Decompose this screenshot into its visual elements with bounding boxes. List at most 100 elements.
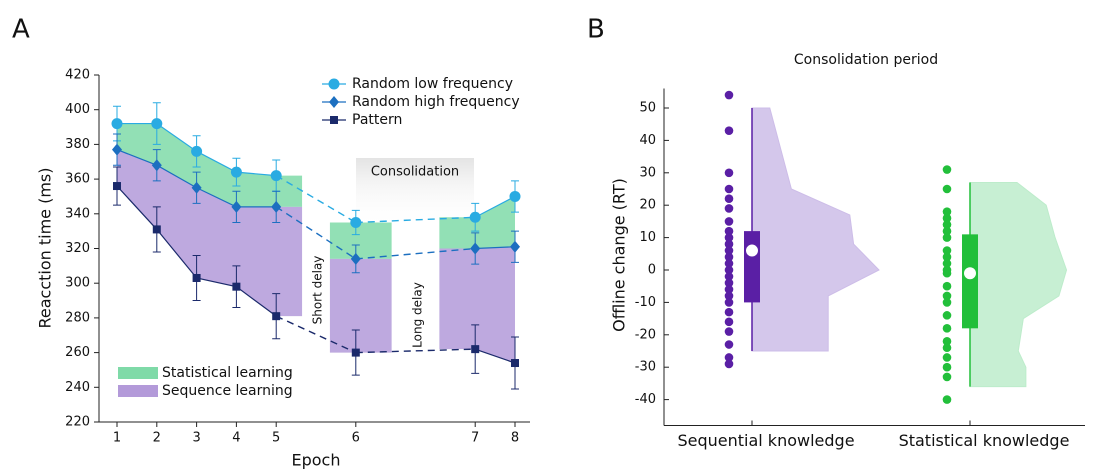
marker: [470, 242, 481, 255]
data-point: [942, 324, 952, 333]
marker: [510, 240, 520, 253]
data-point: [942, 395, 952, 404]
y-tick-label: -10: [635, 295, 656, 310]
line: [475, 246, 516, 250]
data-point: [942, 246, 952, 255]
y-tick-label: 340: [65, 206, 90, 221]
data-point: [724, 126, 734, 135]
data-point: [724, 285, 734, 294]
data-point: [942, 362, 952, 372]
legend-marker: [330, 116, 338, 124]
data-point: [942, 372, 952, 382]
data-point: [942, 336, 952, 346]
dashed-connector: [355, 348, 476, 354]
dashed-connector: [275, 175, 357, 224]
data-point: [724, 307, 734, 317]
data-point: [724, 278, 734, 288]
y-axis-label: Offline change (RT): [610, 178, 629, 332]
y-tick-label: 50: [639, 101, 656, 116]
data-point: [724, 327, 734, 336]
data-point: [942, 252, 952, 262]
annotation: Short delay: [311, 256, 325, 325]
data-point: [724, 259, 734, 268]
data-point: [724, 90, 734, 100]
data-point: [724, 252, 734, 262]
area: [117, 149, 303, 317]
data-point: [942, 207, 952, 216]
y-tick-label: 30: [639, 165, 656, 180]
dashed-connector: [275, 206, 357, 260]
data-point: [942, 184, 952, 194]
x-tick-label: 5: [272, 431, 280, 446]
density-cloud: [969, 182, 1068, 388]
x-tick-label: 6: [352, 431, 360, 446]
data-point: [942, 281, 952, 291]
data-point: [724, 272, 734, 281]
data-point: [724, 359, 734, 369]
area: [117, 123, 303, 207]
y-tick-label: 380: [65, 137, 90, 152]
area: [439, 246, 515, 364]
data-point: [724, 291, 734, 301]
marker: [230, 166, 242, 178]
data-point: [942, 259, 952, 268]
marker: [152, 225, 161, 234]
legend-label: Random low frequency: [352, 76, 513, 92]
marker: [232, 282, 241, 291]
y-tick-label: 320: [65, 241, 90, 256]
marker: [191, 145, 203, 157]
x-tick-label: 4: [232, 431, 240, 446]
data-point: [724, 353, 734, 362]
y-tick-label: 280: [65, 310, 90, 325]
marker: [111, 118, 123, 130]
legend-swatch: [118, 367, 158, 379]
marker: [270, 170, 282, 182]
marker: [191, 181, 202, 194]
data-point: [942, 298, 952, 307]
x-tick-label: 1: [113, 431, 121, 446]
consolidation-box: [356, 158, 474, 228]
y-tick-label: -30: [635, 360, 656, 375]
marker: [272, 312, 281, 321]
legend-marker: [329, 96, 339, 108]
x-tick-label: 3: [192, 431, 200, 446]
marker: [112, 143, 122, 156]
line: [475, 348, 516, 364]
data-point: [724, 217, 734, 226]
data-point: [942, 343, 952, 353]
data-point: [942, 291, 952, 301]
data-point: [724, 204, 734, 213]
marker: [151, 118, 163, 130]
data-point: [724, 194, 734, 204]
legend-label: Random high frequency: [352, 94, 520, 110]
data-point: [724, 340, 734, 349]
y-tick-label: 360: [65, 172, 90, 187]
dashed-connector: [355, 216, 476, 224]
data-point: [942, 213, 952, 223]
marker: [511, 359, 519, 368]
data-point: [942, 165, 952, 174]
marker: [113, 182, 121, 191]
data-point: [942, 226, 952, 236]
marker: [351, 348, 360, 357]
marker: [350, 216, 362, 228]
marker: [231, 200, 242, 213]
density-cloud: [751, 107, 880, 352]
y-tick-label: 0: [648, 263, 656, 278]
area: [329, 222, 392, 259]
dashed-connector: [275, 315, 357, 354]
mean-dot: [964, 267, 976, 280]
data-point: [724, 239, 734, 249]
annotation: Long delay: [411, 282, 425, 348]
data-point: [724, 298, 734, 307]
marker: [271, 200, 282, 213]
y-tick-label: 20: [639, 198, 656, 213]
y-tick-label: 220: [65, 415, 90, 430]
box: [744, 231, 760, 303]
data-point: [942, 268, 952, 278]
data-point: [942, 233, 952, 242]
panel-label: B: [587, 15, 605, 45]
data-point: [942, 311, 952, 320]
y-tick-label: 300: [65, 276, 90, 291]
